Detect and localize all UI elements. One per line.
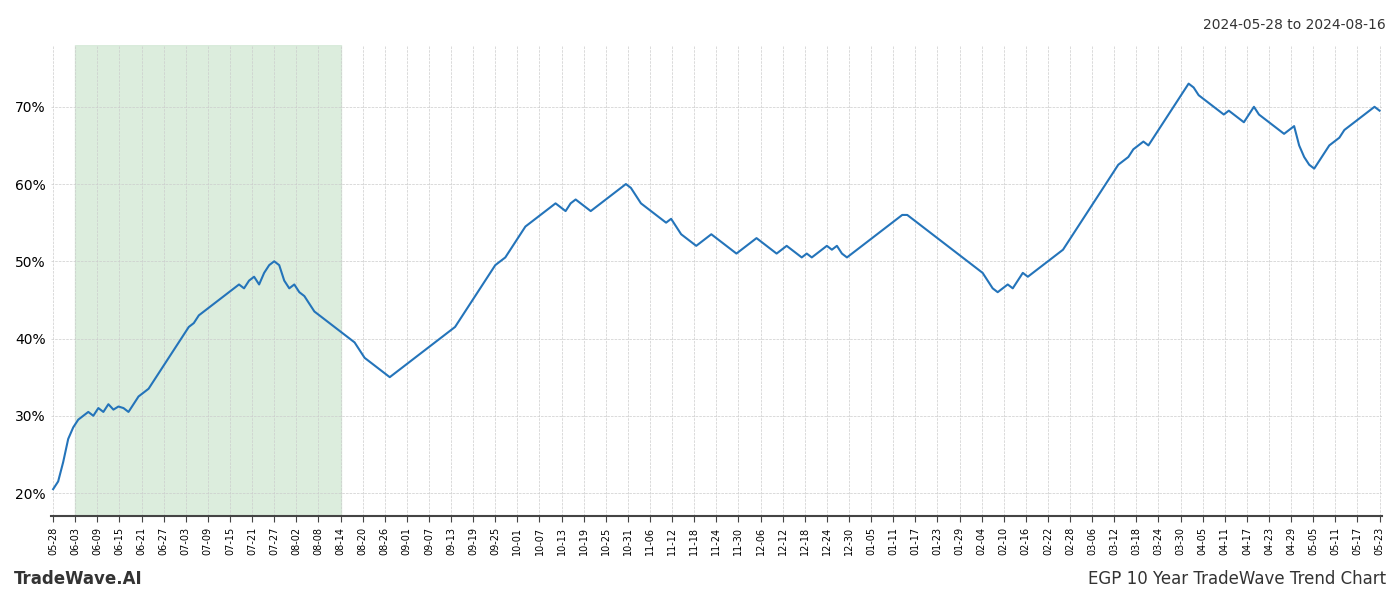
Text: TradeWave.AI: TradeWave.AI xyxy=(14,570,143,588)
Text: EGP 10 Year TradeWave Trend Chart: EGP 10 Year TradeWave Trend Chart xyxy=(1088,570,1386,588)
Text: 2024-05-28 to 2024-08-16: 2024-05-28 to 2024-08-16 xyxy=(1203,18,1386,32)
Bar xyxy=(76,45,340,516)
